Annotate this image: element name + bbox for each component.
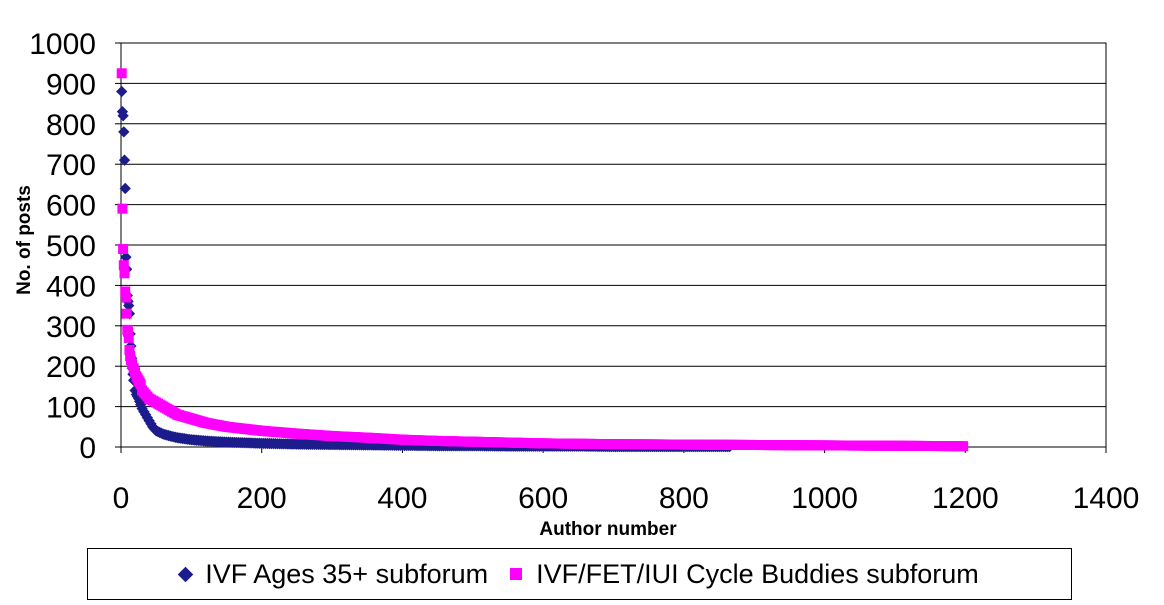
legend-label-series-2: IVF/FET/IUI Cycle Buddies subforum — [536, 558, 979, 589]
legend-entry-series-2: IVF/FET/IUI Cycle Buddies subforum — [510, 559, 979, 590]
x-tick-label: 0 — [113, 482, 130, 515]
y-axis-title: No. of posts — [14, 185, 35, 295]
x-axis-title: Author number — [539, 519, 677, 540]
gridlines — [121, 82, 1106, 408]
data-point — [118, 244, 129, 255]
x-tick-label: 800 — [659, 482, 709, 515]
y-tick-label: 100 — [46, 392, 96, 425]
data-point — [123, 326, 134, 337]
legend-entry-series-1: IVF Ages 35+ subforum — [177, 558, 489, 590]
data-point — [118, 260, 129, 271]
y-tick-labels: 0 100 200 300 400 500 600 700 800 900 1000 — [29, 28, 121, 465]
y-tick-label: 200 — [46, 351, 96, 384]
x-tick-label: 1400 — [1073, 482, 1140, 515]
data-point — [958, 441, 969, 452]
data-point — [123, 332, 134, 343]
y-tick-label: 300 — [46, 311, 96, 344]
data-point — [119, 268, 130, 279]
diamond-marker-icon — [177, 566, 194, 582]
legend-label-series-1: IVF Ages 35+ subforum — [205, 558, 489, 589]
data-point — [120, 286, 131, 297]
scatter-chart: 0 100 200 300 400 500 600 700 800 900 1000 0 200 400… — [14, 28, 1140, 540]
y-tick-label: 900 — [46, 68, 96, 101]
data-point — [118, 126, 130, 138]
data-point — [124, 345, 135, 356]
y-tick-label: 400 — [46, 270, 96, 303]
y-tick-label: 800 — [46, 109, 96, 142]
data-point — [120, 292, 131, 303]
y-tick-label: 500 — [46, 230, 96, 263]
y-tick-label: 700 — [46, 149, 96, 182]
x-tick-label: 1200 — [932, 482, 999, 515]
data-point — [117, 203, 128, 214]
x-tick-labels: 0 200 400 600 800 1000 1200 1400 — [113, 447, 1140, 515]
series-2 — [116, 68, 969, 452]
data-point — [116, 68, 127, 79]
series-layer — [116, 68, 969, 453]
x-tick-label: 1000 — [791, 482, 858, 515]
y-tick-label: 1000 — [29, 28, 96, 61]
x-tick-label: 400 — [377, 482, 427, 515]
x-tick-label: 600 — [518, 482, 568, 515]
y-tick-label: 600 — [46, 190, 96, 223]
data-point — [121, 308, 132, 319]
legend: IVF Ages 35+ subforum IVF/FET/IUI Cycle … — [87, 548, 1072, 600]
y-tick-label: 0 — [79, 432, 96, 465]
x-tick-label: 200 — [237, 482, 287, 515]
data-point — [135, 379, 146, 390]
square-marker-icon — [510, 568, 523, 580]
